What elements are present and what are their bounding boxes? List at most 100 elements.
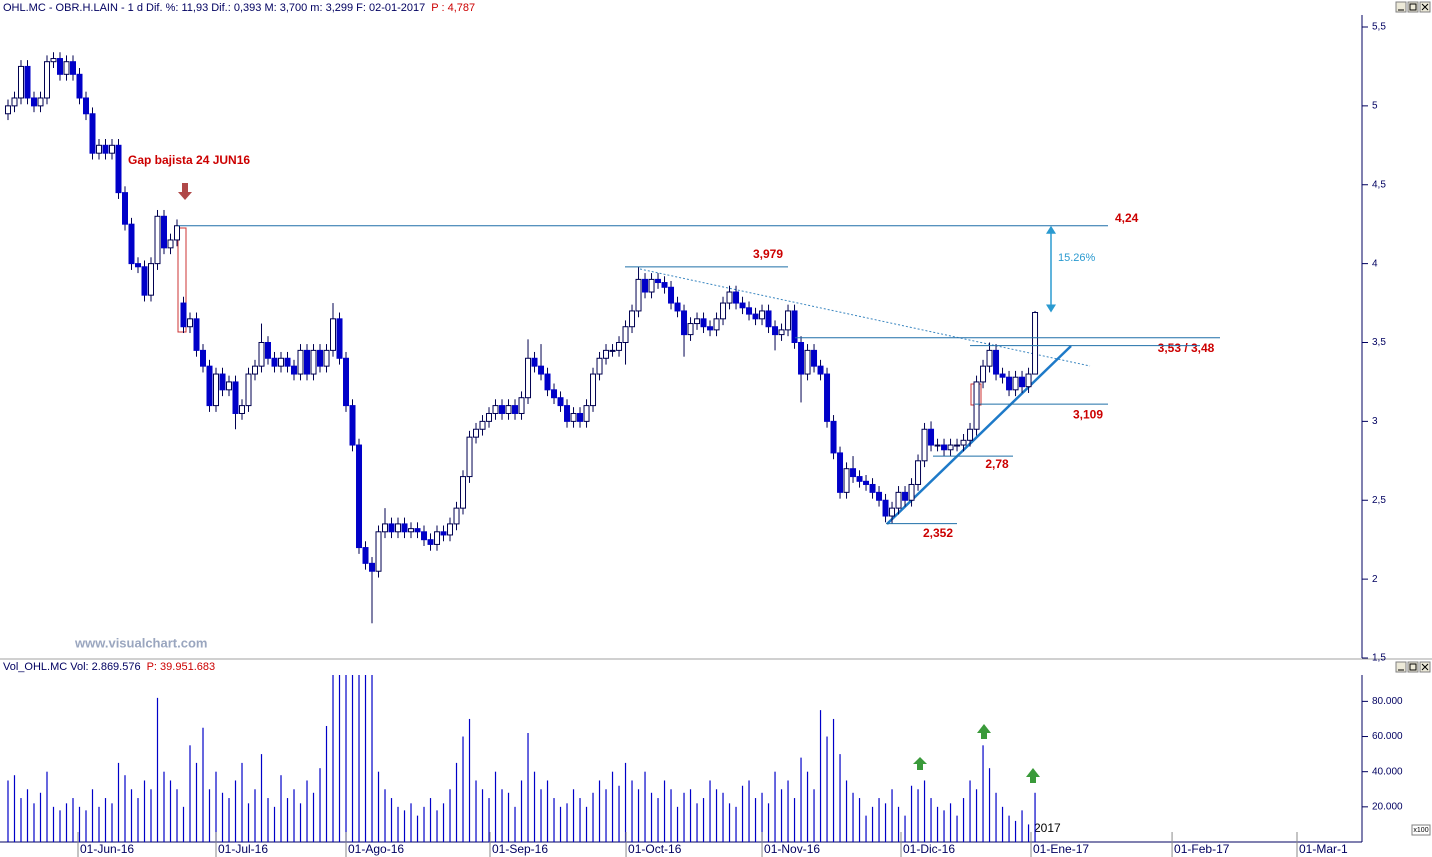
candle-body xyxy=(271,357,278,367)
candle-body xyxy=(141,266,148,296)
candle-body xyxy=(817,365,824,375)
candle-body xyxy=(967,428,974,441)
candle-body xyxy=(336,318,343,359)
candle-body xyxy=(947,444,954,451)
candle-body xyxy=(219,373,226,391)
candle-body xyxy=(778,329,785,336)
candle-body xyxy=(128,223,135,265)
candle-body xyxy=(687,323,694,336)
unit-box xyxy=(1411,824,1431,836)
candle-body xyxy=(239,405,246,414)
resistance-trendline xyxy=(639,268,1091,367)
y-tick-label: 20.000 xyxy=(1372,801,1403,812)
candle-body xyxy=(408,528,415,533)
window-buttons[interactable] xyxy=(1395,1,1431,13)
candle-body xyxy=(590,373,597,407)
candle-body xyxy=(466,436,473,478)
candle-body xyxy=(648,278,655,293)
up-arrow xyxy=(913,757,927,770)
x-tick-label: 01-Jul-16 xyxy=(218,842,268,856)
candle-body xyxy=(226,381,233,391)
candle-body xyxy=(934,444,941,447)
candle-body xyxy=(609,349,616,352)
candle-body xyxy=(954,444,961,447)
candle-body xyxy=(772,326,779,336)
volume-subtitle: P: 39.951.683 xyxy=(147,661,216,673)
candle-body xyxy=(421,531,428,541)
candle-body xyxy=(921,428,928,462)
candle-body xyxy=(148,263,155,296)
candle-body xyxy=(89,113,96,154)
candle-body xyxy=(739,302,746,309)
candle-body xyxy=(24,65,31,99)
watermark: www.visualchart.com xyxy=(74,635,207,650)
maximize-glyph xyxy=(1409,3,1417,11)
volume-window-buttons[interactable] xyxy=(1395,661,1431,673)
level-label: 3,979 xyxy=(753,247,783,261)
up-arrow xyxy=(1026,768,1040,783)
candle-body xyxy=(941,444,948,451)
candle-body xyxy=(830,420,837,454)
candle-body xyxy=(453,507,460,525)
volume-title: Vol_OHL.MC Vol: 2.869.576 xyxy=(3,661,141,673)
candle-body xyxy=(291,365,298,375)
candle-body xyxy=(193,318,200,351)
candle-body xyxy=(17,65,24,99)
candle-body xyxy=(1032,312,1039,375)
candle-body xyxy=(460,476,467,509)
candle-body xyxy=(837,452,844,493)
maximize-button[interactable] xyxy=(1407,661,1419,673)
candle-body xyxy=(382,523,389,533)
candle-body xyxy=(258,341,265,367)
candle-body xyxy=(1019,376,1026,388)
candle-body xyxy=(375,531,382,572)
candle-body xyxy=(668,286,675,304)
candle-body xyxy=(343,357,350,407)
candle-body xyxy=(694,318,701,325)
candle-body xyxy=(700,318,707,328)
candle-body xyxy=(720,302,727,320)
candle-body xyxy=(752,313,759,320)
candle-body xyxy=(37,97,44,107)
candle-body xyxy=(531,357,538,367)
candle-body xyxy=(759,310,766,320)
candle-body xyxy=(122,192,129,225)
candle-body xyxy=(200,349,207,367)
candle-body xyxy=(310,349,317,375)
x-tick-label: 01-Dic-16 xyxy=(903,842,955,856)
candle-body xyxy=(564,405,571,422)
candle-body xyxy=(642,278,649,293)
chart-title: OHL.MC - OBR.H.LAIN - 1 d Dif. %: 11,93 … xyxy=(3,2,425,14)
candle-body xyxy=(135,263,142,268)
candle-body xyxy=(174,225,181,241)
candle-body xyxy=(102,144,109,154)
candle-body xyxy=(330,318,337,351)
candle-body xyxy=(798,341,805,375)
candle-body xyxy=(811,349,818,367)
candle-body xyxy=(369,562,376,572)
candle-body xyxy=(538,365,545,375)
candle-body xyxy=(993,349,1000,375)
candle-body xyxy=(82,97,89,115)
candle-body xyxy=(30,97,37,107)
gap-box xyxy=(177,227,187,333)
candle-body xyxy=(427,539,434,545)
candle-body xyxy=(115,144,122,194)
candle-body xyxy=(518,397,525,414)
minimize-button[interactable] xyxy=(1395,661,1407,673)
candle-body xyxy=(447,523,454,536)
y-tick-label: 60.000 xyxy=(1372,731,1403,742)
candle-body xyxy=(889,507,896,517)
candle-body xyxy=(505,405,512,414)
candle-body xyxy=(245,373,252,407)
maximize-button[interactable] xyxy=(1407,1,1419,13)
y-tick-label: 5 xyxy=(1372,101,1378,112)
x-tick-label: 01-Jun-16 xyxy=(80,842,134,856)
candle-body xyxy=(525,357,532,399)
level-label: 3,53 / 3,48 xyxy=(1158,341,1215,355)
candle-body xyxy=(50,58,57,63)
candle-body xyxy=(362,547,369,564)
minimize-button[interactable] xyxy=(1395,1,1407,13)
candle-body xyxy=(356,444,363,549)
